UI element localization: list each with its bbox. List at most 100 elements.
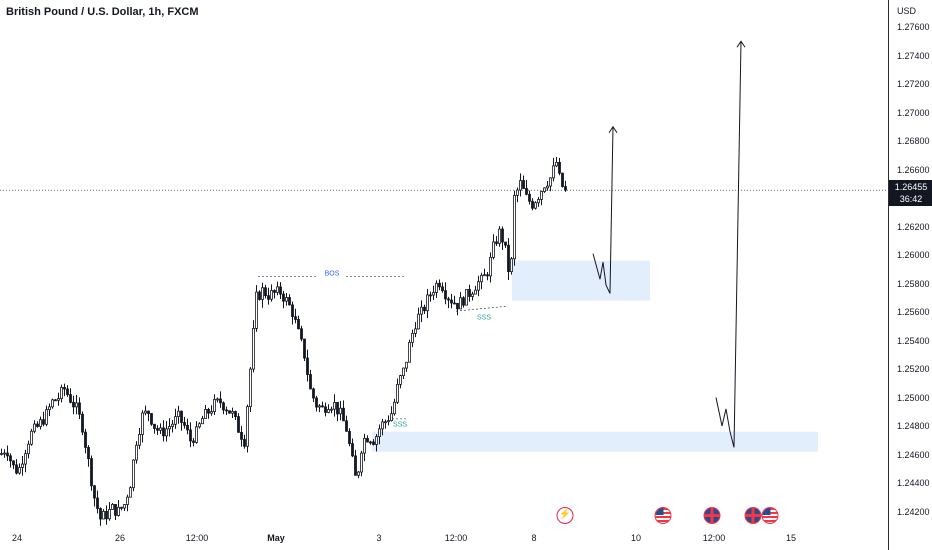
chart-area[interactable]: British Pound / U.S. Dollar, 1h, FXCM BO… — [0, 0, 888, 550]
candle-body — [345, 420, 348, 432]
candle-body — [297, 319, 300, 330]
candle-body — [3, 452, 6, 455]
price-axis[interactable]: USD 1.27600 1.27400 1.27200 1.27000 1.26800 1… — [888, 0, 932, 550]
time-tick: 15 — [785, 533, 797, 543]
candle-body — [390, 413, 393, 421]
candle-body — [216, 398, 219, 401]
price-tick: 1.26000 — [897, 250, 930, 260]
candle-body — [336, 402, 339, 415]
candle-body — [369, 441, 372, 444]
candle-body — [471, 293, 474, 297]
candle-body — [423, 306, 426, 312]
candle-body — [468, 289, 471, 297]
candle-body — [174, 416, 177, 425]
candle-body — [192, 440, 195, 443]
candle-body — [558, 161, 561, 174]
time-tick: 12:00 — [702, 533, 726, 543]
candle-body — [141, 412, 144, 435]
candle-body — [21, 463, 24, 468]
candle-body — [210, 411, 213, 414]
uk-flag-icon[interactable] — [744, 507, 762, 524]
candle-body — [384, 421, 387, 424]
candle-body — [72, 401, 75, 408]
sss-label-upper: SSS — [476, 314, 492, 322]
us-flag-icon[interactable] — [654, 507, 672, 524]
candle-body — [495, 241, 498, 244]
candle-body — [87, 447, 90, 459]
us-flag-icon[interactable] — [761, 507, 779, 524]
candle-body — [462, 297, 465, 306]
candle-body — [402, 367, 405, 376]
candle-body — [240, 431, 243, 440]
candle-body — [81, 413, 84, 433]
candle-body — [417, 313, 420, 330]
candle-body — [537, 199, 540, 204]
lightning-icon[interactable]: ⚡ — [556, 507, 574, 524]
candlestick-chart[interactable] — [0, 0, 888, 527]
candle-body — [45, 409, 48, 425]
currency-label: USD — [897, 6, 917, 16]
candle-body — [321, 405, 324, 408]
candle-body — [426, 294, 429, 312]
candle-body — [186, 424, 189, 431]
candle-body — [273, 290, 276, 293]
candle-body — [30, 430, 33, 445]
candle-body — [123, 504, 126, 509]
candle-body — [441, 286, 444, 292]
candle-body — [489, 256, 492, 277]
candle-body — [270, 290, 273, 300]
candle-body — [546, 185, 549, 189]
time-tick: 3 — [376, 533, 382, 543]
price-tick: 1.27200 — [897, 79, 930, 89]
candle-body — [504, 241, 507, 246]
candle-body — [60, 386, 63, 400]
price-tick: 1.25000 — [897, 392, 930, 403]
candle-body — [549, 177, 552, 187]
candle-body — [93, 485, 96, 499]
candle-body — [111, 504, 114, 510]
candle-body — [561, 172, 564, 187]
candle-body — [387, 420, 390, 423]
candle-body — [120, 506, 123, 509]
candle-body — [255, 291, 258, 329]
price-tick: 1.25600 — [897, 307, 930, 317]
candle-body — [15, 464, 18, 474]
candle-body — [276, 286, 279, 293]
price-tick: 1.24600 — [897, 449, 930, 460]
candle-body — [225, 409, 228, 412]
candle-body — [534, 202, 537, 209]
price-tick: 1.26600 — [897, 164, 930, 175]
uk-flag-icon[interactable] — [703, 507, 721, 524]
candle-body — [342, 407, 345, 422]
candle-body — [435, 282, 438, 293]
candle-body — [339, 407, 342, 415]
candle-body — [129, 487, 132, 498]
time-axis[interactable]: 24 26 12:00 May 3 12:00 8 10 12:00 15 — [0, 527, 888, 550]
candle-body — [198, 423, 201, 428]
candle-body — [177, 410, 180, 418]
candle-body — [474, 289, 477, 295]
candle-body — [99, 508, 102, 520]
projection-arrowhead — [608, 125, 618, 134]
candle-body — [102, 511, 105, 520]
candle-body — [228, 410, 231, 414]
candle-body — [408, 341, 411, 363]
candle-body — [429, 294, 432, 297]
candle-body — [162, 427, 165, 437]
candle-body — [432, 292, 435, 296]
candle-body — [522, 180, 525, 189]
candle-body — [444, 290, 447, 300]
price-tick: 1.26200 — [897, 221, 930, 232]
projection-arrowhead — [736, 40, 746, 48]
candle-body — [294, 316, 297, 320]
candle-body — [249, 368, 252, 408]
candle-body — [366, 438, 369, 443]
candle-body — [132, 459, 135, 489]
candle-body — [348, 430, 351, 444]
candle-body — [108, 509, 111, 520]
candle-body — [318, 405, 321, 408]
candle-body — [24, 453, 27, 465]
candle-body — [351, 443, 354, 457]
time-tick: 10 — [630, 533, 642, 543]
candle-body — [465, 289, 468, 306]
